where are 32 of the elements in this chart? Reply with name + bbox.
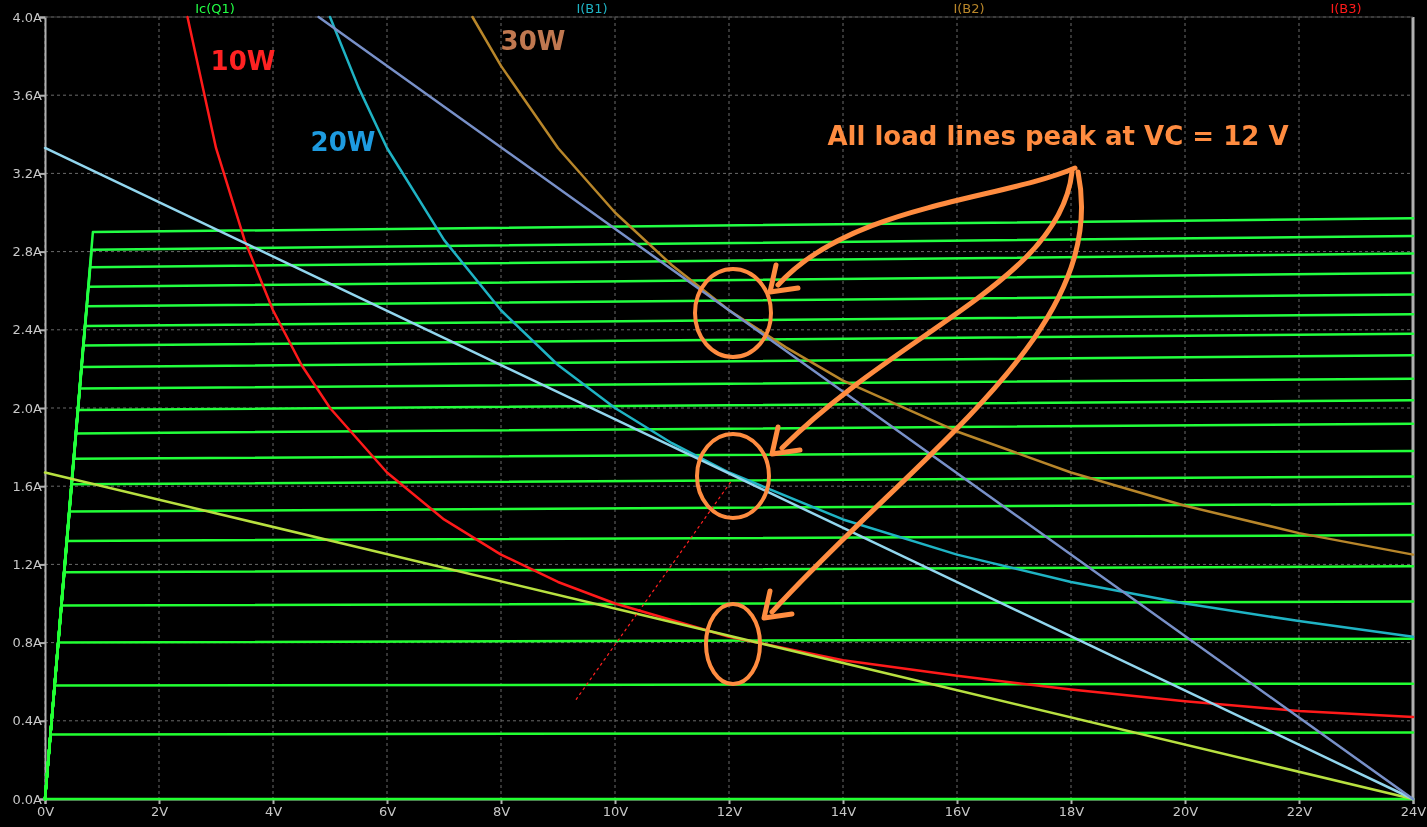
- x-tick-label: 0V: [36, 804, 55, 820]
- y-tick-label: 2.0A: [12, 400, 43, 416]
- x-tick-label: 18V: [1058, 804, 1085, 820]
- y-tick-label: 0.8A: [12, 635, 43, 651]
- y-tick-label: 0.4A: [12, 713, 43, 729]
- y-tick-label: 1.2A: [12, 557, 43, 573]
- annotation: 10W: [210, 45, 276, 76]
- text: I(B2): [953, 1, 985, 16]
- x-tick-label: 6V: [378, 804, 397, 820]
- annotation: 30W: [500, 25, 566, 56]
- x-tick-label: 4V: [264, 804, 283, 820]
- x-tick-label: 10V: [602, 804, 629, 820]
- y-tick-label: 0.0A: [12, 791, 43, 807]
- x-tick-label: 12V: [716, 804, 743, 820]
- annotation: 20W: [310, 126, 376, 157]
- y-tick-label: 1.6A: [12, 478, 43, 494]
- y-tick-label: 2.4A: [12, 322, 43, 338]
- y-tick-label: 2.8A: [12, 244, 43, 260]
- x-tick-label: 14V: [830, 804, 857, 820]
- x-tick-label: 20V: [1172, 804, 1199, 820]
- y-tick-label: 3.2A: [12, 166, 43, 182]
- text: I(B1): [576, 1, 608, 16]
- text: Ic(Q1): [195, 1, 235, 16]
- y-tick-label: 4.0A: [12, 9, 43, 25]
- x-tick-label: 22V: [1286, 804, 1313, 820]
- text: I(B3): [1330, 1, 1362, 16]
- annotation: All load lines peak at VC = 12 V: [827, 120, 1289, 151]
- x-tick-label: 24V: [1400, 804, 1427, 820]
- y-tick-label: 3.6A: [12, 87, 43, 103]
- x-tick-label: 16V: [944, 804, 971, 820]
- x-tick-label: 8V: [492, 804, 511, 820]
- x-tick-label: 2V: [150, 804, 169, 820]
